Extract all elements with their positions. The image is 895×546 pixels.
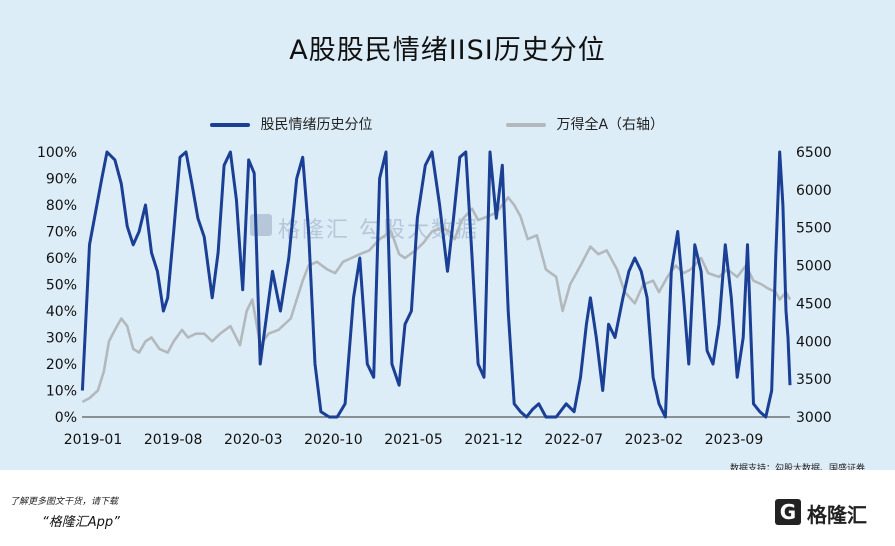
y-left-tick-label: 50% [46, 278, 77, 294]
legend-swatch-sentiment [210, 123, 250, 127]
y-left-tick-label: 90% [46, 172, 77, 188]
y-left-tick-label: 100% [37, 145, 77, 161]
brand-logo: G 格隆汇 [775, 497, 885, 531]
y-left-tick-label: 20% [46, 357, 77, 373]
logo-text: 格隆汇 [807, 503, 867, 527]
x-tick-label: 2020-03 [224, 432, 283, 448]
x-tick-label: 2020-10 [304, 432, 363, 448]
logo-g-icon: G [775, 499, 801, 525]
data-source: 数据支持：勾股大数据、国盛证券 [729, 464, 865, 474]
x-tick-label: 2019-01 [64, 432, 123, 448]
y-right-tick-label: 6000 [796, 183, 832, 199]
y-left-tick-label: 10% [46, 384, 77, 400]
download-promo-text: 了解更多图文干货，请下载 [10, 497, 119, 507]
legend-label-sentiment: 股民情绪历史分位 [260, 117, 373, 133]
y-left-tick-label: 70% [46, 225, 77, 241]
y-right-tick-label: 4000 [796, 334, 832, 350]
y-right-tick-label: 3000 [796, 410, 832, 426]
y-right-tick-label: 3500 [796, 372, 832, 388]
y-left-tick-label: 40% [46, 304, 77, 320]
y-right-tick-label: 5500 [796, 221, 832, 237]
footer [0, 470, 895, 546]
y-left-tick-label: 60% [46, 251, 77, 267]
y-right-tick-label: 4500 [796, 296, 832, 312]
legend-swatch-wind-all-a [506, 123, 546, 127]
y-left-tick-label: 80% [46, 198, 77, 214]
series-line-0 [80, 150, 792, 419]
legend-item-sentiment: 股民情绪历史分位 [210, 114, 372, 134]
legend-label-wind-all-a: 万得全A（右轴） [556, 117, 665, 133]
chart-title: A股股民情绪IISI历史分位 [289, 35, 606, 66]
x-tick-label: 2023-09 [705, 432, 764, 448]
y-right-tick-label: 6500 [796, 145, 832, 161]
y-right-tick-label: 5000 [796, 259, 832, 275]
x-tick-label: 2022-07 [545, 432, 604, 448]
y-left-tick-label: 30% [46, 331, 77, 347]
x-tick-label: 2021-12 [464, 432, 523, 448]
x-tick-label: 2021-05 [384, 432, 443, 448]
series-line-1 [81, 196, 792, 404]
legend-item-wind-all-a: 万得全A（右轴） [506, 114, 664, 134]
x-tick-label: 2023-02 [625, 432, 684, 448]
y-left-tick-label: 0% [55, 410, 77, 426]
chart-svg: 0% 10% 20% 30% 40% 50% 60% 70% 80% 90% 100% 3000 350… [37, 145, 832, 448]
app-name-text: “格隆汇App” [42, 515, 120, 530]
x-tick-label: 2019-08 [144, 432, 203, 448]
